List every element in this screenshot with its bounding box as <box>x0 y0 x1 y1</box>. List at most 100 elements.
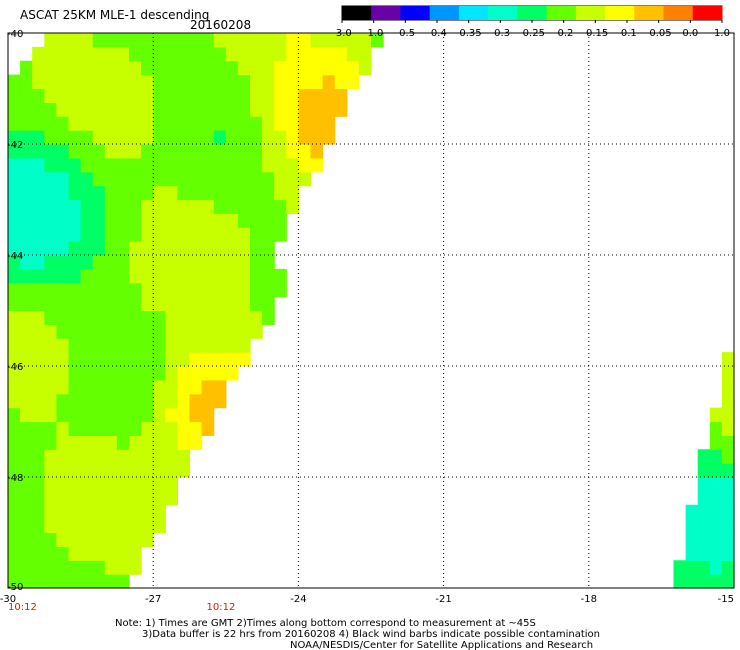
data-cell <box>20 338 33 353</box>
data-cell <box>104 46 118 62</box>
data-cell <box>225 255 239 270</box>
data-cell <box>177 324 191 339</box>
data-cell <box>237 324 251 339</box>
data-cell <box>116 532 130 547</box>
data-cell <box>250 130 263 145</box>
data-cell <box>697 560 711 575</box>
data-cell <box>177 74 191 90</box>
data-cell <box>80 46 94 62</box>
data-cell <box>201 171 215 187</box>
data-cell <box>20 130 33 145</box>
data-cell <box>213 310 227 325</box>
data-cell <box>709 449 723 464</box>
data-cell <box>129 421 142 436</box>
data-cell <box>673 560 687 575</box>
data-cell <box>165 421 178 436</box>
data-cell <box>201 407 215 423</box>
data-cell <box>32 532 45 547</box>
data-cell <box>104 116 118 131</box>
colorbar-label: -0.1 <box>617 28 637 39</box>
data-cell <box>225 296 239 312</box>
data-cell <box>709 518 723 534</box>
data-cell <box>250 227 263 242</box>
data-cell <box>298 171 312 187</box>
data-cell <box>116 435 130 450</box>
data-cell <box>201 379 215 395</box>
data-cell <box>56 88 70 103</box>
data-cell <box>92 407 106 423</box>
data-cell <box>129 352 142 367</box>
data-cell <box>56 227 70 242</box>
data-cell <box>129 171 142 187</box>
data-cell <box>56 282 70 298</box>
data-cell <box>32 504 45 520</box>
data-cell <box>80 421 94 436</box>
data-cell <box>685 546 699 561</box>
data-cell <box>8 157 21 173</box>
data-cell <box>129 33 142 48</box>
data-cell <box>56 449 70 464</box>
data-cell <box>8 241 21 256</box>
data-cell <box>709 421 723 436</box>
data-cell <box>141 421 154 436</box>
data-cell <box>56 74 70 90</box>
colorbar-swatch <box>342 6 372 20</box>
data-cell <box>80 449 94 464</box>
data-cell <box>141 379 154 395</box>
data-cell <box>262 33 275 48</box>
data-cell <box>165 102 178 117</box>
axis-ticks: -30 -27 -24 -21 -18 -15 -40 -42 -44 -46 -48 -50 10:1… <box>0 29 734 613</box>
data-cell <box>68 379 82 395</box>
data-cell <box>310 102 324 117</box>
data-cell <box>92 199 106 214</box>
data-cell <box>177 449 191 464</box>
data-cell <box>8 227 21 242</box>
data-cell <box>92 477 106 492</box>
data-cell <box>44 116 57 131</box>
data-cell <box>250 185 263 201</box>
data-cell <box>298 60 312 76</box>
data-cell <box>116 477 130 492</box>
data-cell <box>44 60 57 76</box>
data-cell <box>129 296 142 312</box>
data-cell <box>189 268 203 284</box>
colorbar-label: -1.0 <box>364 28 384 39</box>
data-cell <box>129 255 142 270</box>
data-cell <box>116 102 130 117</box>
data-cell <box>129 324 142 339</box>
data-cell <box>141 60 154 76</box>
data-cell <box>92 352 106 367</box>
data-cell <box>56 546 70 561</box>
data-cell <box>80 407 94 423</box>
data-cell <box>141 477 154 492</box>
data-cell <box>274 33 287 48</box>
data-cell <box>56 185 70 201</box>
data-cell <box>165 393 178 409</box>
data-cell <box>8 282 21 298</box>
data-cell <box>141 171 154 187</box>
data-cell <box>189 33 203 48</box>
data-cell <box>141 33 154 48</box>
data-cell <box>213 213 227 228</box>
data-cell <box>213 116 227 131</box>
data-cell <box>274 46 287 62</box>
data-cell <box>213 282 227 298</box>
data-cell <box>104 227 118 242</box>
data-cell <box>141 532 154 547</box>
data-cell <box>141 393 154 409</box>
data-cell <box>310 74 324 90</box>
data-cell <box>32 407 45 423</box>
data-cell <box>129 393 142 409</box>
colorbar-label: -0.5 <box>396 28 416 39</box>
data-cell <box>225 241 239 256</box>
data-cell <box>189 435 203 450</box>
data-cell <box>116 310 130 325</box>
data-cell <box>165 157 178 173</box>
data-cell <box>116 296 130 312</box>
data-cell <box>721 532 735 547</box>
data-cell <box>92 393 106 409</box>
data-cell <box>334 46 348 62</box>
data-cell <box>92 324 106 339</box>
data-cell <box>104 310 118 325</box>
data-cell <box>32 435 45 450</box>
